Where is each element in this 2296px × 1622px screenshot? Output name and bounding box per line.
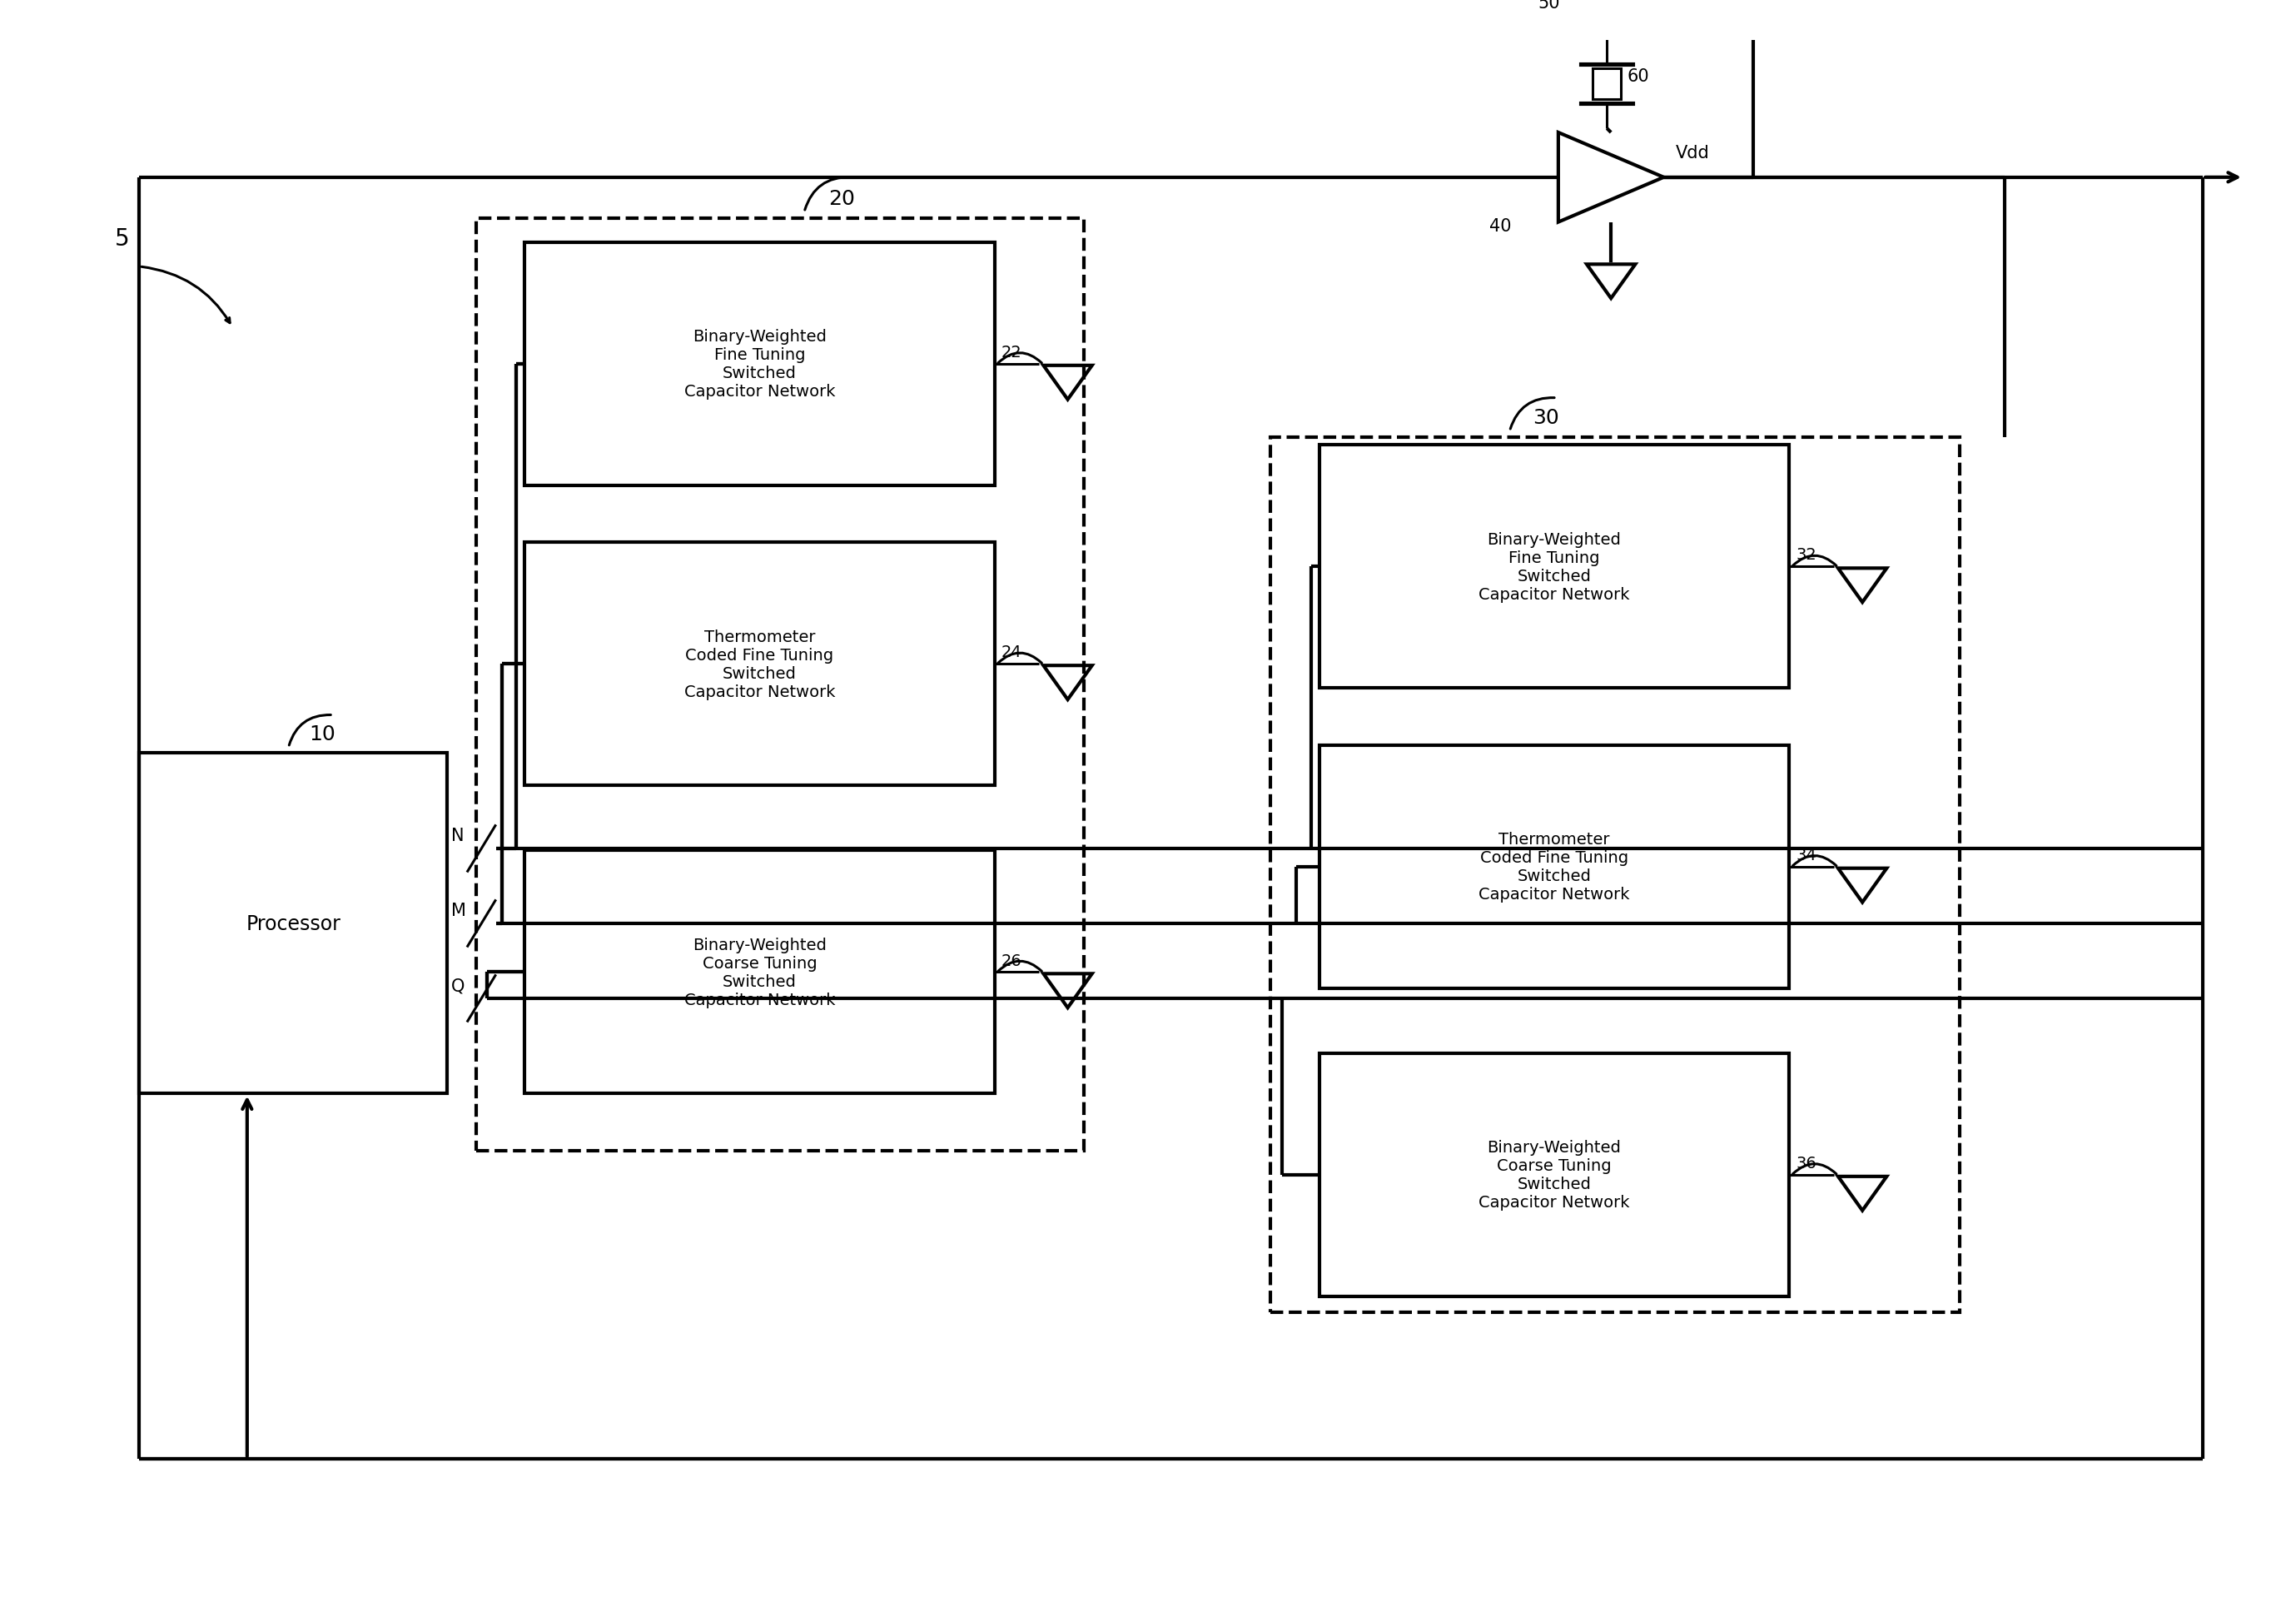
- Text: 36: 36: [1795, 1155, 1816, 1171]
- Text: 24: 24: [1001, 644, 1022, 660]
- Text: Q: Q: [452, 976, 466, 994]
- Text: Binary-Weighted
Fine Tuning
Switched
Capacitor Network: Binary-Weighted Fine Tuning Switched Cap…: [1479, 532, 1630, 602]
- Text: 10: 10: [308, 723, 335, 744]
- Text: N: N: [452, 827, 464, 843]
- Text: Vdd: Vdd: [1676, 144, 1711, 162]
- Bar: [1320, 1053, 1789, 1296]
- Bar: [523, 543, 994, 787]
- Text: 50: 50: [1538, 0, 1559, 11]
- Text: Binary-Weighted
Coarse Tuning
Switched
Capacitor Network: Binary-Weighted Coarse Tuning Switched C…: [1479, 1140, 1630, 1210]
- Bar: [475, 219, 1084, 1150]
- Bar: [523, 243, 994, 487]
- Text: M: M: [452, 902, 466, 918]
- Bar: [1320, 446, 1789, 689]
- Text: 5: 5: [115, 227, 129, 251]
- Text: Processor: Processor: [246, 913, 340, 934]
- Bar: [140, 754, 448, 1093]
- Text: 40: 40: [1490, 217, 1511, 235]
- Bar: [1320, 746, 1789, 988]
- Text: Thermometer
Coded Fine Tuning
Switched
Capacitor Network: Thermometer Coded Fine Tuning Switched C…: [1479, 832, 1630, 902]
- Text: 34: 34: [1795, 847, 1816, 863]
- Text: 30: 30: [1531, 407, 1559, 428]
- Text: 26: 26: [1001, 952, 1022, 968]
- Bar: [523, 852, 994, 1093]
- Text: 20: 20: [829, 188, 854, 209]
- Text: Binary-Weighted
Fine Tuning
Switched
Capacitor Network: Binary-Weighted Fine Tuning Switched Cap…: [684, 329, 836, 399]
- Bar: [1270, 438, 1961, 1312]
- Text: 32: 32: [1795, 547, 1816, 563]
- Text: Thermometer
Coded Fine Tuning
Switched
Capacitor Network: Thermometer Coded Fine Tuning Switched C…: [684, 629, 836, 699]
- Text: 60: 60: [1628, 68, 1649, 84]
- Bar: [1593, 68, 1621, 101]
- Text: Binary-Weighted
Coarse Tuning
Switched
Capacitor Network: Binary-Weighted Coarse Tuning Switched C…: [684, 938, 836, 1007]
- Text: 22: 22: [1001, 344, 1022, 360]
